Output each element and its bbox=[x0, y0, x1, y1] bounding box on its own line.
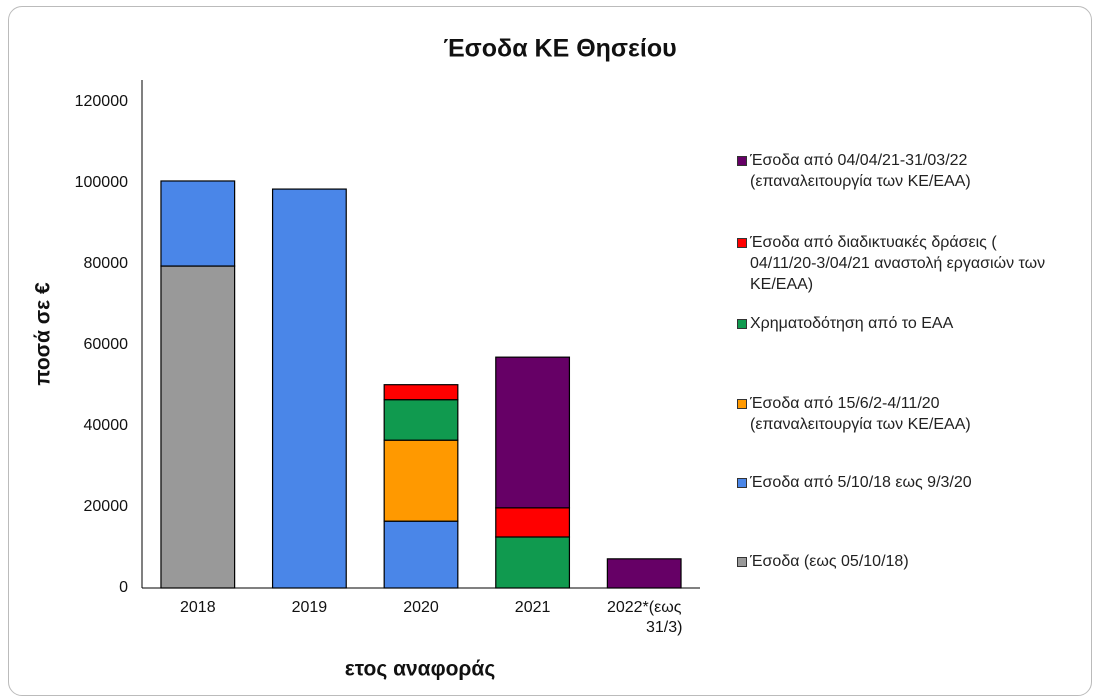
y-tick-label: 40000 bbox=[84, 417, 129, 434]
bar-segment bbox=[495, 356, 571, 509]
bar-segment bbox=[383, 520, 459, 589]
chart-title: Έσοδα ΚΕ Θησείου bbox=[443, 35, 676, 63]
legend-item: Έσοδα από διαδικτυακές δράσεις ( 04/11/2… bbox=[737, 232, 1047, 295]
chart: Έσοδα ΚΕ Θησείου ετος αναφοράς ποσά σε €… bbox=[32, 35, 700, 681]
y-tick-label: 20000 bbox=[84, 498, 129, 515]
legend-item: Χρηματοδότηση από το ΕΑΑ bbox=[737, 313, 1047, 334]
y-tick-label: 60000 bbox=[84, 336, 129, 353]
x-tick-label: 2021 bbox=[515, 599, 551, 616]
bar-segment bbox=[160, 265, 236, 589]
bar-segment bbox=[495, 536, 571, 589]
y-axis-label: ποσά σε € bbox=[32, 282, 55, 386]
legend-item: Έσοδα από 5/10/18 εως 9/3/20 bbox=[737, 472, 1047, 493]
legend-label: Χρηματοδότηση από το ΕΑΑ bbox=[750, 315, 954, 332]
legend-item: Έσοδα από 04/04/21-31/03/22 (επαναλειτου… bbox=[737, 150, 1047, 192]
bar-segment bbox=[606, 558, 682, 589]
legend-label: Έσοδα από 15/6/2-4/11/20 (επαναλειτουργί… bbox=[750, 395, 971, 433]
y-tick-label: 100000 bbox=[75, 174, 128, 191]
x-tick-label: 2019 bbox=[292, 599, 328, 616]
legend-item: Έσοδα από 15/6/2-4/11/20 (επαναλειτουργί… bbox=[737, 393, 1047, 435]
y-tick-label: 0 bbox=[119, 579, 128, 596]
x-tick-label: 2018 bbox=[180, 599, 216, 616]
x-axis-label: ετος αναφοράς bbox=[345, 658, 496, 681]
legend-swatch bbox=[737, 557, 747, 567]
legend-label: Έσοδα από 04/04/21-31/03/22 (επαναλειτου… bbox=[750, 152, 971, 190]
bar-segment bbox=[160, 180, 236, 267]
legend-label: Έσοδα (εως 05/10/18) bbox=[750, 553, 909, 570]
x-tick-label: 2022*(εως 31/3) bbox=[607, 599, 682, 636]
bar-segment bbox=[271, 188, 347, 589]
legend-swatch bbox=[737, 399, 747, 409]
y-tick-label: 120000 bbox=[75, 93, 128, 110]
bar-segment bbox=[383, 439, 459, 522]
bar-segment bbox=[495, 507, 571, 538]
legend-label: Έσοδα από διαδικτυακές δράσεις ( 04/11/2… bbox=[750, 234, 1046, 293]
x-tick-label: 2020 bbox=[403, 599, 439, 616]
legend-swatch bbox=[737, 238, 747, 248]
legend-swatch bbox=[737, 156, 747, 166]
y-tick-label: 80000 bbox=[84, 255, 129, 272]
legend-swatch bbox=[737, 319, 747, 329]
legend-label: Έσοδα από 5/10/18 εως 9/3/20 bbox=[750, 474, 972, 491]
legend-item: Έσοδα (εως 05/10/18) bbox=[737, 551, 1047, 572]
bar-segment bbox=[383, 384, 459, 401]
legend-swatch bbox=[737, 478, 747, 488]
bar-segment bbox=[383, 399, 459, 441]
